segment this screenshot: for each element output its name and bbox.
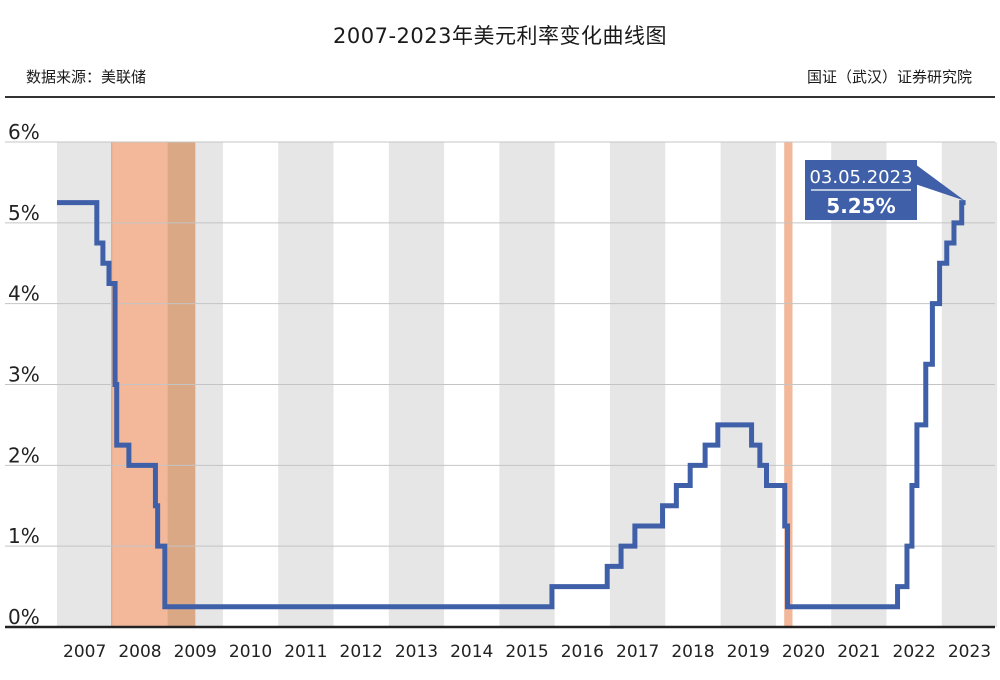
annotation-date: 03.05.2023 <box>809 167 912 188</box>
x-tick-label: 2022 <box>893 642 936 662</box>
y-tick-label: 6% <box>8 120 40 144</box>
header-divider <box>5 96 995 98</box>
data-source-label: 数据来源：美联储 <box>26 68 147 86</box>
publisher-credit: 国证（武汉）证券研究院 <box>806 68 972 86</box>
x-tick-label: 2014 <box>450 642 493 662</box>
x-tick-label: 2009 <box>174 642 217 662</box>
y-tick-label: 3% <box>8 363 40 387</box>
x-tick-label: 2017 <box>616 642 659 662</box>
x-tick-label: 2023 <box>948 642 991 662</box>
x-tick-label: 2011 <box>284 642 327 662</box>
grid-lines <box>5 141 995 629</box>
x-tick-label: 2008 <box>118 642 161 662</box>
x-tick-label: 2015 <box>505 642 548 662</box>
x-tick-label: 2020 <box>782 642 825 662</box>
x-tick-label: 2010 <box>229 642 272 662</box>
x-tick-label: 2007 <box>63 642 106 662</box>
y-tick-label: 2% <box>8 443 40 467</box>
x-tick-label: 2013 <box>395 642 438 662</box>
y-axis-ticks: 0% 1% 2% 3% 4% 5% 6% <box>8 120 40 629</box>
rate-series-line <box>57 200 966 610</box>
y-tick-label: 5% <box>8 201 40 225</box>
y-tick-label: 0% <box>8 605 40 629</box>
y-tick-label: 4% <box>8 282 40 306</box>
x-tick-label: 2021 <box>837 642 880 662</box>
x-tick-label: 2012 <box>340 642 383 662</box>
series-layer <box>57 200 966 610</box>
x-tick-label: 2016 <box>561 642 604 662</box>
y-tick-label: 1% <box>8 524 40 548</box>
annotation-pointer <box>915 164 965 201</box>
x-axis-ticks: 2007 2008 2009 2010 2011 2012 2013 2014 2015 2016… <box>63 642 991 662</box>
value-annotation: 03.05.2023 5.25% <box>805 160 965 220</box>
x-tick-label: 2019 <box>727 642 770 662</box>
x-tick-label: 2018 <box>671 642 714 662</box>
chart-title: 2007-2023年美元利率变化曲线图 <box>333 24 667 48</box>
annotation-value: 5.25% <box>826 194 895 218</box>
